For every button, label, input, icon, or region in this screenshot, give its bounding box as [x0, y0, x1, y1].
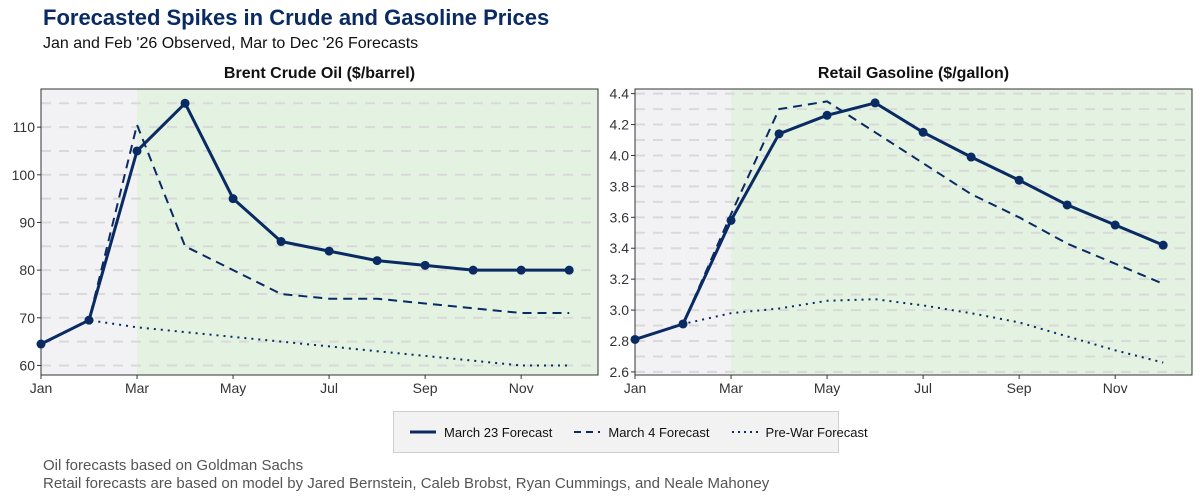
x-tick-label: Mar	[719, 380, 743, 396]
y-tick-label: 2.6	[610, 364, 630, 380]
y-tick-label: 70	[19, 310, 35, 326]
y-tick-label: 3.6	[610, 209, 630, 225]
page-title: Forecasted Spikes in Crude and Gasoline …	[43, 5, 550, 30]
y-tick-label: 2.8	[610, 333, 630, 349]
data-point	[1062, 200, 1072, 210]
data-point	[870, 98, 880, 108]
x-tick-label: Jul	[914, 380, 932, 396]
y-tick-label: 3.0	[610, 302, 630, 318]
chart-panel-1: Retail Gasoline ($/gallon) 2.6 2.8 3.0 3.2 3.…	[610, 65, 1193, 396]
data-point	[372, 256, 382, 266]
series-line-dashed	[40, 123, 570, 345]
panel-title: Brent Crude Oil ($/barrel)	[224, 65, 415, 82]
x-tick-label: Jul	[320, 380, 338, 396]
data-point	[1110, 220, 1120, 230]
y-tick-label: 4.0	[610, 147, 630, 163]
legend-label: March 4 Forecast	[608, 424, 710, 440]
data-point	[726, 215, 736, 225]
data-point	[630, 334, 640, 344]
footnote-retail-source: Retail forecasts are based on model by J…	[43, 475, 770, 492]
plot-border	[40, 88, 599, 376]
data-point	[468, 265, 478, 275]
dotted-line-swatch-icon	[731, 431, 758, 433]
x-tick-label: Nov	[509, 380, 534, 396]
data-point	[678, 319, 688, 329]
chart-legend: March 23 Forecast March 4 Forecast Pre-W…	[393, 411, 868, 453]
y-tick-label: 3.8	[610, 178, 630, 194]
data-point	[84, 315, 94, 325]
data-point	[1014, 175, 1024, 185]
x-tick-label: May	[220, 380, 246, 396]
plot-border	[634, 88, 1193, 376]
x-tick-label: Jan	[30, 380, 53, 396]
data-point	[1158, 240, 1168, 250]
x-tick-label: May	[814, 380, 840, 396]
legend-item-pre-war: Pre-War Forecast	[730, 425, 868, 440]
x-tick-label: Jan	[624, 380, 647, 396]
forecast-region	[137, 89, 598, 375]
panel-title: Retail Gasoline ($/gallon)	[818, 65, 1009, 82]
y-tick-label: 3.4	[610, 240, 630, 256]
solid-line-swatch-icon	[410, 430, 436, 434]
series-line-dotted	[634, 298, 1164, 364]
legend-label: March 23 Forecast	[444, 424, 553, 440]
y-tick-label: 4.2	[610, 117, 630, 133]
data-point	[516, 265, 526, 275]
x-tick-label: Nov	[1103, 380, 1128, 396]
y-tick-label: 4.4	[610, 86, 630, 102]
y-tick-label: 3.2	[610, 271, 630, 287]
legend-item-march-23: March 23 Forecast	[408, 425, 552, 440]
data-point	[564, 265, 574, 275]
page-subtitle: Jan and Feb '26 Observed, Mar to Dec '26…	[43, 35, 419, 52]
series-line-solid	[634, 101, 1164, 341]
charts-canvas: Brent Crude Oil ($/barrel) 60 70 80 90 100 110…	[12, 65, 1193, 396]
data-point	[180, 98, 190, 108]
data-point	[918, 127, 928, 137]
y-tick-label: 60	[19, 357, 35, 373]
data-point	[276, 237, 286, 247]
series-line-dashed	[634, 100, 1164, 341]
footnote-oil-source: Oil forecasts based on Goldman Sachs	[43, 457, 304, 474]
series-line-solid	[40, 101, 570, 346]
data-point	[822, 110, 832, 120]
legend-item-march-4: March 4 Forecast	[572, 424, 710, 440]
data-point	[324, 246, 334, 256]
data-point	[36, 339, 46, 349]
observed-region	[41, 89, 138, 375]
y-tick-label: 80	[19, 262, 35, 278]
y-tick-label: 100	[12, 167, 36, 183]
legend-label: Pre-War Forecast	[765, 424, 868, 440]
data-point	[228, 194, 238, 204]
y-tick-label: 90	[19, 214, 35, 230]
chart-panel-0: Brent Crude Oil ($/barrel) 60 70 80 90 100 110…	[12, 65, 599, 396]
data-point	[966, 152, 976, 162]
data-point	[420, 260, 430, 270]
y-tick-label: 110	[13, 119, 36, 135]
data-point	[132, 146, 142, 156]
x-tick-label: Mar	[125, 380, 149, 396]
dashed-line-swatch-icon	[574, 431, 601, 433]
data-point	[774, 129, 784, 139]
x-tick-label: Sep	[413, 380, 438, 396]
x-tick-label: Sep	[1007, 380, 1032, 396]
